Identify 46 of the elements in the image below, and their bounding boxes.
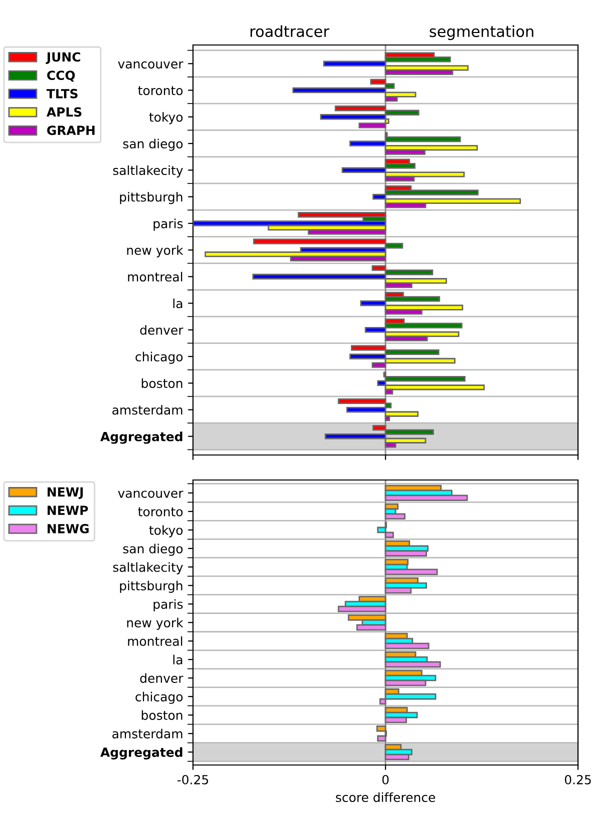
- legend-label: JUNC: [46, 52, 80, 64]
- text: segmentation: [430, 25, 534, 40]
- y-tick-label: montreal: [128, 636, 182, 646]
- x-axis-title: score difference: [336, 792, 436, 802]
- y-tick-label: pittsburgh: [120, 192, 182, 204]
- bar: [298, 212, 386, 218]
- y-tick-label: la: [173, 654, 182, 664]
- legend-label: TLTS: [46, 88, 78, 98]
- y-tick-label: Aggregated: [100, 747, 182, 760]
- x-tick-label: 0.25: [564, 774, 591, 784]
- y-tick-label: saltlakecity: [113, 165, 183, 178]
- y-tick-label: new york: [127, 618, 184, 630]
- y-tick-label: amsterdam: [112, 404, 182, 415]
- y-tick-label: boston: [142, 378, 182, 388]
- y-tick-label: pittsburgh: [120, 580, 182, 593]
- y-tick-label: saltlakecity: [113, 562, 183, 574]
- y-tick-label: toronto: [138, 507, 183, 516]
- y-tick-label: chicago: [136, 352, 183, 364]
- y-tick-label: paris: [154, 599, 183, 612]
- y-tick-label: denver: [140, 673, 184, 683]
- x-tick-label: -0.25: [177, 774, 208, 784]
- y-tick-label: denver: [140, 325, 184, 335]
- y-tick-label: la: [173, 298, 182, 308]
- legend-label: APLS: [46, 107, 82, 117]
- y-tick-label: san diego: [123, 138, 183, 151]
- text: roadtracer: [250, 25, 330, 38]
- x-tick-label: 0: [382, 774, 389, 784]
- y-tick-label: boston: [142, 710, 182, 720]
- y-tick-label: new york: [127, 245, 184, 258]
- legend-label: GRAPH: [47, 126, 95, 136]
- y-tick-label: vancouver: [118, 490, 184, 498]
- y-tick-label: san diego: [123, 544, 183, 556]
- legend-label: CCQ: [47, 70, 75, 82]
- bar: [358, 122, 386, 128]
- y-tick-label: amsterdam: [112, 728, 182, 738]
- y-tick-label: vancouver: [118, 61, 184, 69]
- y-tick-label: toronto: [138, 86, 183, 96]
- legend-label: NEWJ: [48, 487, 83, 499]
- y-tick-label: paris: [154, 218, 183, 231]
- y-tick-label: tokyo: [149, 112, 183, 124]
- y-tick-label: montreal: [128, 272, 182, 282]
- y-tick-label: tokyo: [149, 525, 183, 538]
- y-tick-label: chicago: [136, 692, 183, 704]
- y-tick-label: Aggregated: [100, 432, 182, 444]
- legend-label: NEWG: [48, 524, 89, 534]
- legend-label: NEWP: [48, 506, 88, 515]
